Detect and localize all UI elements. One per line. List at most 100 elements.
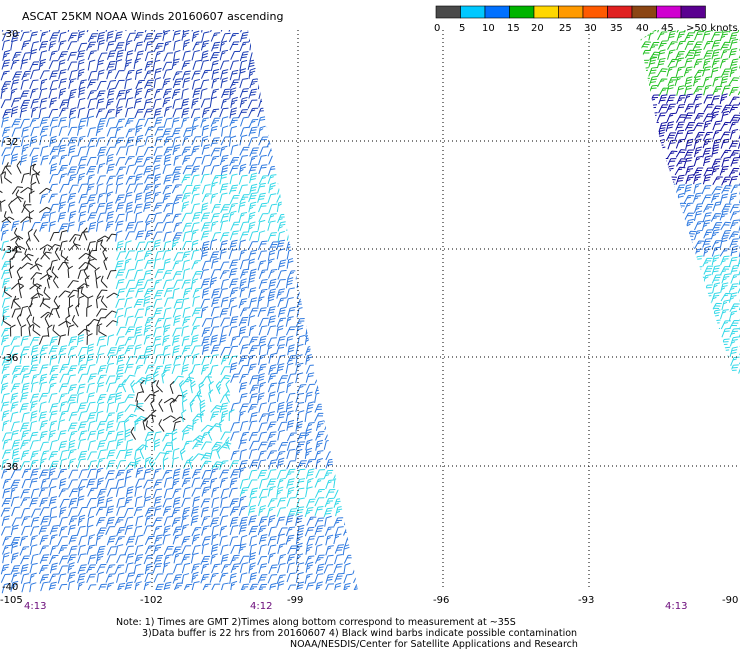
wind-barb (658, 266, 669, 276)
wind-barb (238, 316, 249, 327)
wind-barb (191, 534, 200, 545)
wind-barb (135, 355, 146, 365)
wind-barb (648, 193, 658, 203)
legend-color-swatch (631, 5, 657, 19)
wind-barb (683, 157, 693, 168)
wind-barb (106, 354, 117, 365)
wind-barb (334, 250, 345, 261)
wind-barb (219, 477, 228, 488)
wind-barb (286, 572, 296, 583)
wind-barb (720, 221, 731, 231)
wind-barb (640, 239, 650, 248)
wind-barb (684, 32, 695, 42)
wind-barb (666, 150, 678, 160)
wind-barb (116, 497, 125, 508)
wind-barb (685, 174, 695, 185)
wind-barb (665, 103, 676, 113)
wind-barb (200, 268, 209, 280)
wind-barb (124, 345, 135, 355)
wind-barb (229, 69, 239, 81)
wind-barb (114, 126, 124, 137)
wind-barb (342, 78, 352, 89)
wind-barb (1, 81, 12, 91)
wind-barb (286, 287, 295, 298)
wind-barb (729, 328, 740, 338)
wind-barb (324, 116, 334, 127)
wind-barb (295, 581, 305, 593)
wind-barb (96, 212, 107, 223)
wind-barb (342, 58, 351, 70)
wind-barb (230, 450, 240, 461)
wind-barb (97, 345, 106, 356)
wind-barb (181, 524, 189, 535)
wind-barb (33, 229, 40, 243)
wind-barb (20, 573, 30, 584)
wind-barb (306, 155, 316, 165)
wind-barb (154, 126, 165, 136)
wind-barb (209, 517, 220, 528)
wind-barb (219, 49, 229, 61)
wind-barb (143, 496, 152, 507)
wind-barb (201, 107, 210, 118)
wind-barb (210, 543, 219, 555)
wind-barb (305, 107, 316, 118)
wind-barb (1, 515, 10, 527)
wind-barb (325, 267, 333, 279)
wind-barb (134, 155, 144, 166)
wind-barb (80, 287, 89, 299)
wind-barb (694, 362, 703, 374)
wind-barb (719, 58, 729, 69)
wind-barb (296, 30, 306, 33)
wind-barb (258, 317, 269, 327)
wind-barb (49, 125, 58, 137)
wind-barb (721, 346, 731, 357)
wind-barb (171, 201, 180, 214)
wind-barb (694, 282, 703, 294)
wind-barb (116, 98, 126, 108)
wind-barb (144, 572, 154, 583)
wind-barb (228, 409, 235, 422)
wind-barb (257, 192, 266, 203)
wind-barb (0, 240, 9, 252)
wind-barb (225, 436, 230, 450)
wind-barb (703, 84, 712, 96)
wind-barb (210, 60, 219, 71)
wind-barb (656, 138, 665, 150)
wind-barb (58, 164, 68, 175)
wind-barb (324, 420, 334, 431)
wind-barb (1, 154, 11, 165)
wind-barb (674, 346, 685, 356)
wind-barb (305, 486, 313, 498)
wind-barb (266, 344, 275, 356)
wind-barb (116, 582, 126, 593)
wind-barb (703, 319, 713, 330)
wind-barb (124, 448, 133, 460)
wind-barb (39, 554, 50, 564)
wind-barb (49, 534, 58, 545)
wind-barb (192, 157, 202, 167)
wind-barb (105, 183, 113, 195)
wind-barb (324, 392, 334, 403)
wind-barb (49, 365, 59, 375)
wind-barb (191, 136, 202, 146)
wind-barb (144, 487, 152, 498)
wind-barb (334, 106, 343, 117)
wind-barb (258, 335, 267, 347)
wind-barb (257, 116, 266, 127)
wind-barb (115, 278, 125, 290)
wind-barb (305, 372, 315, 383)
wind-barb (11, 308, 21, 318)
wind-barb (29, 420, 38, 432)
wind-barb (220, 366, 231, 376)
wind-barb (86, 401, 96, 412)
wind-barb (124, 117, 135, 128)
wind-barb (239, 278, 247, 290)
wind-barb (333, 175, 344, 185)
wind-barb (216, 445, 221, 459)
wind-barb (675, 265, 684, 276)
wind-barb (730, 264, 740, 275)
wind-barb (248, 552, 256, 564)
wind-barb (676, 40, 686, 51)
wind-barb (258, 154, 267, 165)
wind-barb (220, 553, 229, 565)
